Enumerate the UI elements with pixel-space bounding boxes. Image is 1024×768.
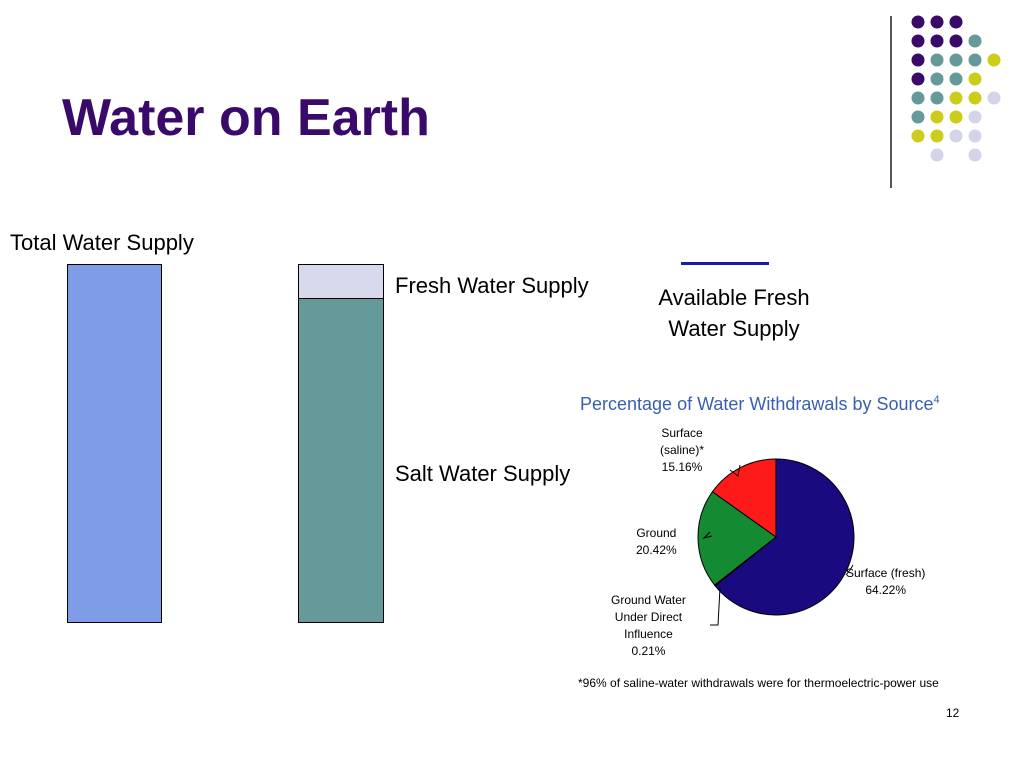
fresh-water-supply-label: Fresh Water Supply — [395, 273, 589, 298]
decorative-dot — [911, 34, 925, 48]
decorative-dot — [949, 34, 963, 48]
slice-label-direct-line3: Influence — [624, 627, 673, 641]
decorative-dot — [930, 72, 944, 86]
slice-label-saline-line2: (saline)* — [660, 443, 705, 457]
decorative-dot — [968, 129, 982, 143]
decorative-dot — [930, 53, 944, 67]
decorative-dot — [930, 34, 944, 48]
decorative-dot — [968, 53, 982, 67]
decorative-dot — [949, 91, 963, 105]
pie-chart — [697, 458, 855, 626]
decorative-dot — [968, 148, 982, 162]
pie-chart-title-superscript: 4 — [933, 394, 940, 406]
pie-footnote: *96% of saline-water withdrawals were fo… — [578, 676, 939, 690]
slice-label-ground-line1: Ground — [636, 526, 677, 540]
decorative-dot — [930, 15, 944, 29]
pie-leader-line — [845, 564, 854, 576]
decorative-dot — [949, 110, 963, 124]
decorative-dot — [930, 148, 944, 162]
decorative-dot — [911, 91, 925, 105]
available-label-line2: Water Supply — [668, 316, 800, 341]
decorative-dot — [968, 72, 982, 86]
pie-slice-surface-fresh — [714, 458, 855, 616]
salt-water-supply-label: Salt Water Supply — [395, 461, 571, 486]
slice-label-direct-line2: Under Direct — [614, 610, 683, 624]
pie-leader-line — [702, 531, 713, 539]
slice-label-direct-line1: Ground Water — [611, 593, 686, 607]
decorative-dot — [949, 15, 963, 29]
decorative-dot — [911, 72, 925, 86]
decorative-dot — [930, 110, 944, 124]
slice-label-fresh-value: 64.22% — [865, 583, 907, 597]
decorative-dot — [930, 129, 944, 143]
decorative-dot — [911, 15, 925, 29]
pie-chart-title: Percentage of Water Withdrawals by Sourc… — [580, 394, 940, 415]
slice-label-fresh-line1: Surface (fresh) — [846, 566, 926, 580]
slice-label-saline-line1: Surface — [661, 426, 703, 440]
decorative-dot — [987, 53, 1001, 67]
pie-slice-surface-saline — [711, 458, 777, 538]
pie-slice-ground — [697, 491, 777, 586]
decorative-dot — [930, 91, 944, 105]
slice-label-ground-value: 20.42% — [636, 543, 677, 557]
slice-label-saline-value: 15.16% — [661, 460, 703, 474]
decorative-dot — [968, 91, 982, 105]
decorative-dot — [911, 110, 925, 124]
available-fresh-water-line — [681, 262, 769, 265]
available-label-line1: Available Fresh — [658, 285, 810, 310]
slice-label-surface-saline: Surface (saline)* 15.16% — [660, 425, 704, 476]
decorative-dot — [987, 91, 1001, 105]
decorative-dot — [968, 110, 982, 124]
decorative-dot — [911, 129, 925, 143]
pie-leader-line — [710, 587, 721, 626]
total-water-supply-label: Total Water Supply — [10, 230, 194, 255]
decorative-dot — [911, 53, 925, 67]
pie-chart-title-text: Percentage of Water Withdrawals by Sourc… — [580, 394, 934, 414]
slice-label-ground: Ground 20.42% — [636, 525, 677, 559]
decorative-divider-line — [890, 16, 892, 188]
fresh-water-bar-segment — [298, 264, 384, 299]
page-number: 12 — [946, 706, 960, 720]
decorative-dot — [949, 53, 963, 67]
salt-water-bar-segment — [298, 298, 384, 623]
decorative-dot — [968, 34, 982, 48]
slice-label-surface-fresh: Surface (fresh) 64.22% — [846, 565, 925, 599]
slice-label-direct-value: 0.21% — [631, 644, 666, 658]
slice-label-ground-direct: Ground Water Under Direct Influence 0.21… — [611, 592, 686, 660]
decorative-dot — [949, 129, 963, 143]
available-fresh-water-label: Available Fresh Water Supply — [640, 282, 828, 344]
pie-leader-line — [729, 464, 741, 477]
total-water-bar — [67, 264, 162, 623]
slide-title: Water on Earth — [62, 89, 430, 147]
decorative-dot — [949, 72, 963, 86]
